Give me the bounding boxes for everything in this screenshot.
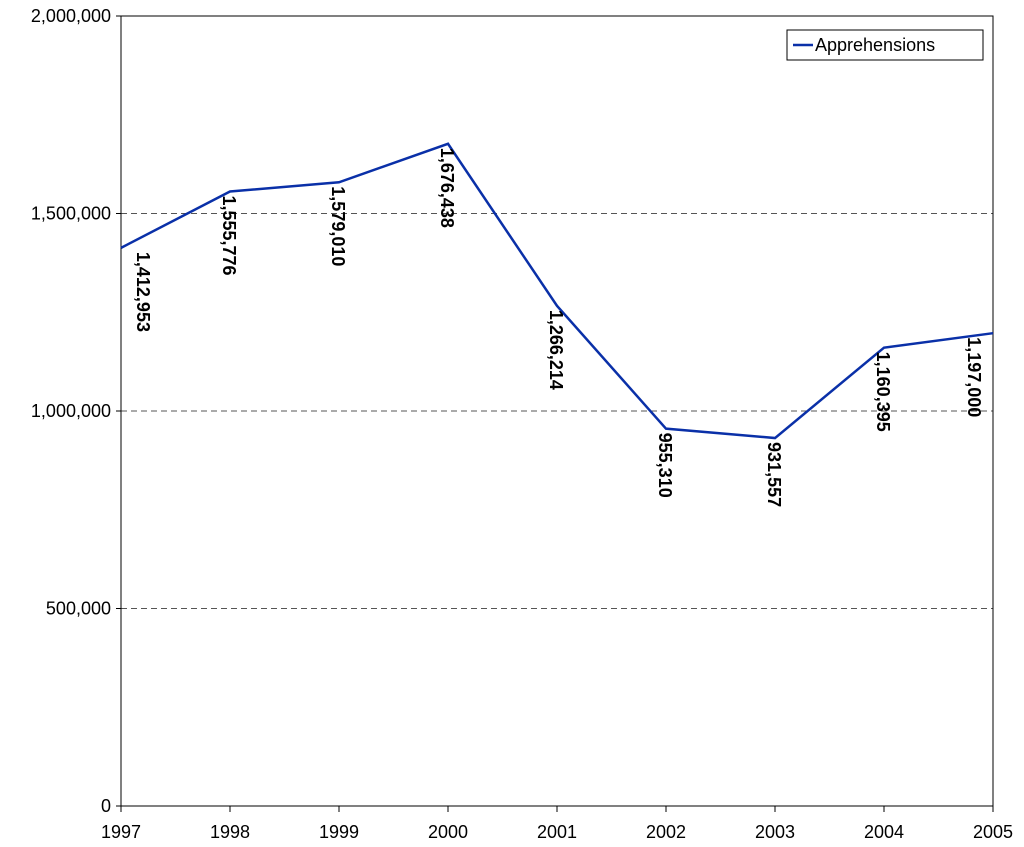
y-tick-label: 1,000,000	[31, 401, 111, 421]
y-tick-label: 2,000,000	[31, 6, 111, 26]
x-tick-label: 1998	[210, 822, 250, 842]
y-tick-label: 0	[101, 796, 111, 816]
x-tick-label: 1997	[101, 822, 141, 842]
data-label: 1,197,000	[964, 337, 984, 417]
x-tick-label: 2002	[646, 822, 686, 842]
series-line	[120, 142, 994, 440]
y-tick-label: 1,500,000	[31, 204, 111, 224]
x-tick-label: 2003	[755, 822, 795, 842]
legend-label: Apprehensions	[815, 35, 935, 55]
data-label: 1,266,214	[546, 310, 566, 390]
y-tick-label: 500,000	[46, 599, 111, 619]
data-label: 1,160,395	[873, 352, 893, 432]
data-label: 1,579,010	[328, 186, 348, 266]
x-tick-label: 2004	[864, 822, 904, 842]
plot-frame	[120, 15, 994, 807]
legend-box	[786, 29, 984, 61]
data-label: 1,555,776	[219, 195, 239, 275]
data-label: 931,557	[764, 442, 784, 507]
x-tick-label: 2001	[537, 822, 577, 842]
x-tick-label: 1999	[319, 822, 359, 842]
x-tick-label: 2000	[428, 822, 468, 842]
data-label: 955,310	[655, 433, 675, 498]
x-tick-label: 2005	[973, 822, 1013, 842]
data-label: 1,676,438	[437, 148, 457, 228]
data-label: 1,412,953	[133, 252, 153, 332]
